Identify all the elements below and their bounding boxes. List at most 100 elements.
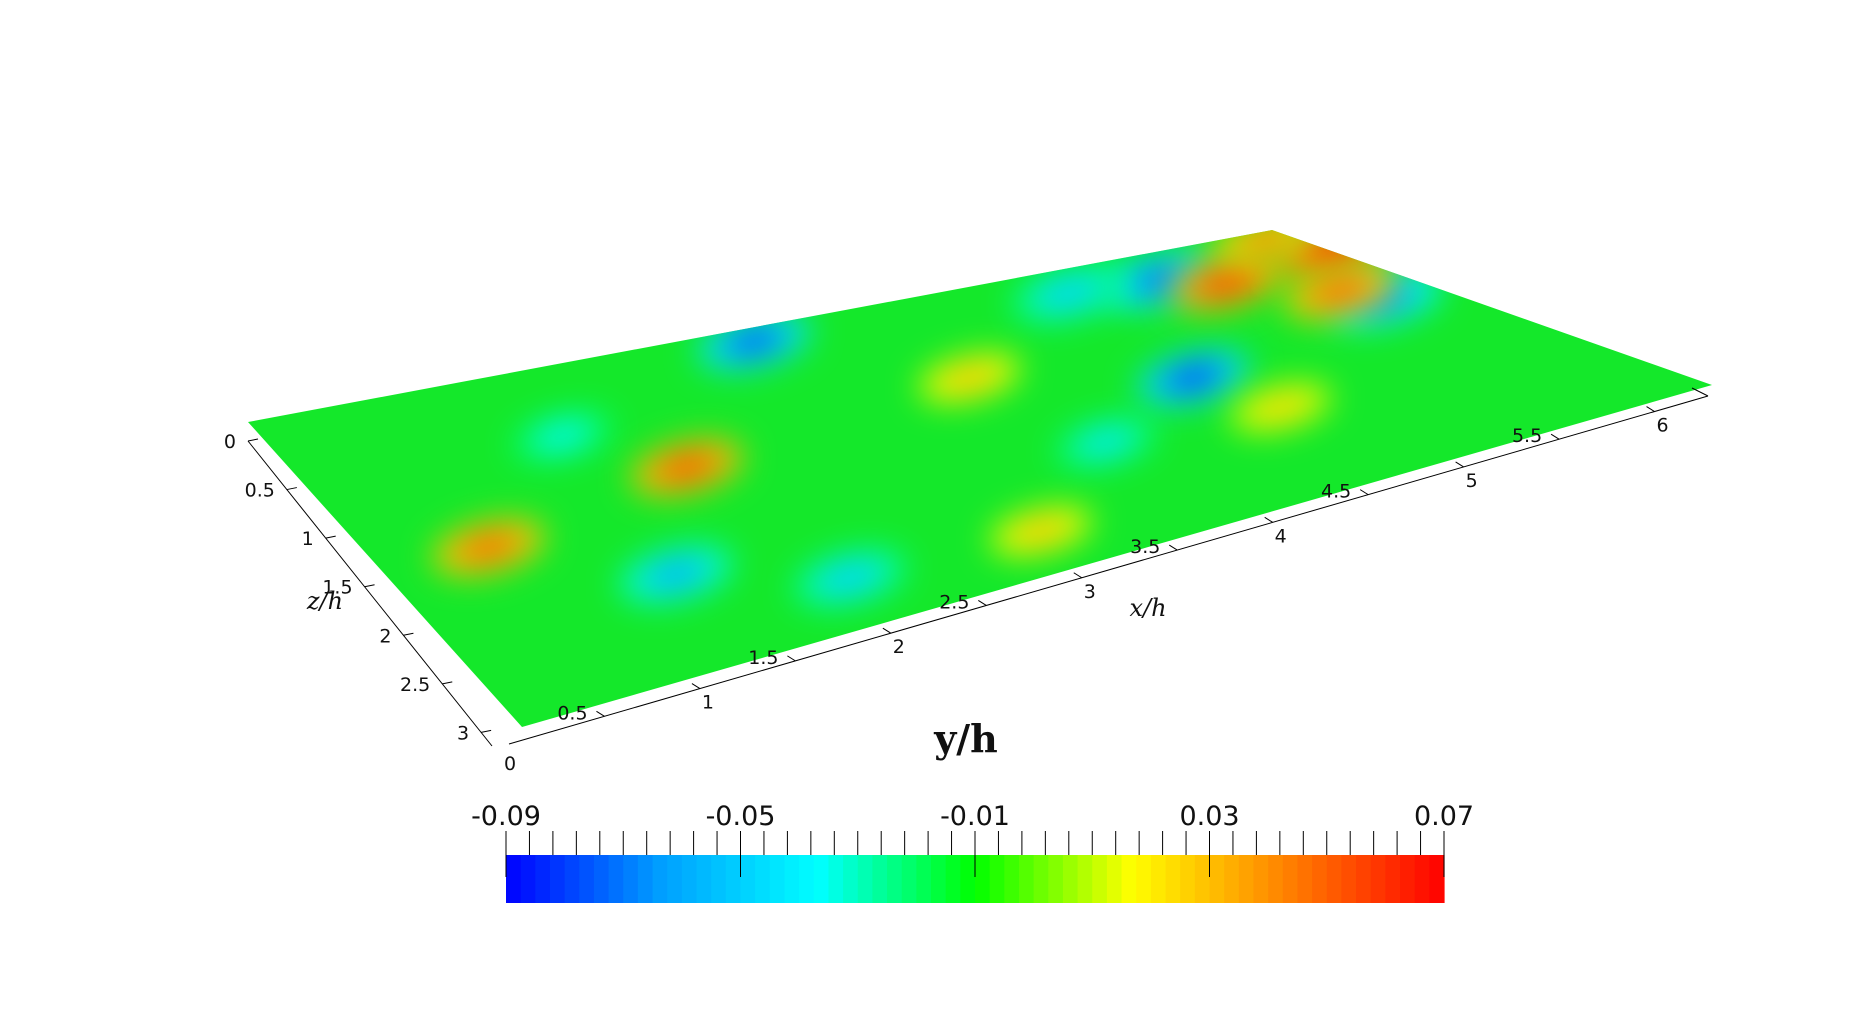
colorbar-cell	[1048, 855, 1064, 903]
z-axis-title: z/h	[306, 587, 343, 615]
field-blob	[1283, 262, 1397, 321]
x-tick	[787, 655, 796, 662]
colorbar-cell	[755, 855, 771, 903]
colorbar-cell	[1165, 855, 1181, 903]
colorbar-cell	[520, 855, 536, 903]
z-tick	[364, 584, 375, 588]
x-tick-label: 6	[1656, 415, 1668, 437]
colorbar-cell	[725, 855, 742, 903]
x-tick	[882, 627, 892, 634]
x-tick-label: 4	[1275, 525, 1287, 547]
colorbar-cell	[989, 855, 1005, 903]
x-tick-label: 1	[702, 692, 714, 714]
x-tick	[1455, 461, 1464, 468]
x-tick-label: 0.5	[557, 702, 587, 724]
colorbar-gradient	[506, 855, 1445, 903]
field-blob	[990, 506, 1092, 556]
colorbar-cell	[857, 855, 874, 903]
colorbar-cell	[945, 855, 961, 903]
colorbar-cell	[1106, 855, 1123, 903]
colorbar-cell	[711, 855, 727, 903]
colorbar-cell	[769, 855, 786, 903]
colorbar-cell	[1429, 855, 1445, 903]
colorbar-cell	[1370, 855, 1386, 903]
z-tick-label: 1.5	[322, 577, 352, 599]
x-tick-label: 3	[1084, 581, 1096, 603]
colorbar-cell	[901, 855, 917, 903]
field-blob	[511, 411, 614, 461]
colorbar-tick-label: 0.03	[1179, 801, 1239, 832]
colorbar-cell	[872, 855, 888, 903]
colorbar-cell	[1414, 855, 1430, 903]
colorbar-cell	[1385, 855, 1401, 903]
x-tick	[1073, 572, 1083, 579]
x-tick-label: 3.5	[1130, 536, 1160, 558]
colorbar-cell	[828, 855, 844, 903]
colorbar-tick-label: 0.07	[1414, 801, 1474, 832]
colorbar-cell	[667, 855, 683, 903]
colorbar-cell	[652, 855, 668, 903]
colorbar-cell	[740, 855, 756, 903]
z-tick-label: 0	[224, 431, 236, 453]
colorbar-cell	[1092, 855, 1108, 903]
field-blob	[1170, 253, 1284, 312]
colorbar-cell	[1356, 855, 1372, 903]
z-tick	[325, 535, 336, 539]
colorbar-cell	[1224, 855, 1240, 903]
x-origin-label: 0	[504, 753, 516, 775]
x-tick	[596, 710, 605, 717]
colorbar-cell	[1150, 855, 1167, 903]
field-blob	[918, 353, 1021, 403]
field-blob	[432, 518, 546, 577]
z-tick-label: 1	[302, 528, 314, 550]
colorbar-cell	[506, 855, 522, 903]
colorbar-cell	[1400, 855, 1416, 903]
colorbar-ticks: -0.09 -0.05 -0.01 0.03 0.07	[471, 801, 1474, 877]
field-blob	[1136, 348, 1250, 407]
colorbar-cell	[1121, 855, 1137, 903]
colorbar-cell	[1033, 855, 1049, 903]
field-blob	[1055, 417, 1157, 468]
colorbar-cell	[696, 855, 712, 903]
x-tick	[1359, 489, 1369, 496]
x-tick	[1550, 433, 1560, 440]
colorbar-cell	[608, 855, 624, 903]
field-blob	[619, 545, 733, 604]
colorbar-cell	[813, 855, 830, 903]
field-blob	[630, 438, 744, 497]
colorbar-cell	[931, 855, 947, 903]
x-tick	[1168, 544, 1178, 551]
colorbar-tick-label: -0.09	[471, 801, 541, 832]
x-tick-label: 1.5	[748, 647, 778, 669]
colorbar-cell	[1268, 855, 1284, 903]
colorbar-cell	[535, 855, 551, 903]
x-tick-label: 2	[893, 636, 905, 658]
z-axis-line	[247, 440, 493, 747]
colorbar-cell	[1253, 855, 1269, 903]
colorbar-cell	[1282, 855, 1299, 903]
surface-field	[432, 230, 1442, 607]
colorbar-cell	[843, 855, 859, 903]
x-tick	[1264, 516, 1273, 523]
z-tick-label: 2	[379, 625, 391, 647]
colorbar-cell	[799, 855, 815, 903]
colorbar-cell	[623, 855, 639, 903]
x-axis: 0 x/h 0.5 1 1.5 2 2.5 3 3.5 4 4.5 5 5.5 6	[504, 387, 1709, 775]
colorbar-cell	[564, 855, 580, 903]
colorbar-cell	[960, 855, 976, 903]
colorbar-cell	[916, 855, 932, 903]
colorbar-cell	[593, 855, 610, 903]
colorbar-cell	[975, 855, 991, 903]
colorbar-cell	[1194, 855, 1211, 903]
colorbar: y/h -0.09 -0.05 -0.01 0.03 0.07	[471, 716, 1474, 903]
colorbar-cell	[1136, 855, 1152, 903]
colorbar-cell	[637, 855, 654, 903]
z-tick-label: 0.5	[245, 480, 275, 502]
field-blob	[1229, 382, 1332, 432]
x-tick-label: 2.5	[939, 591, 969, 613]
x-tick-label: 5.5	[1512, 425, 1542, 447]
z-tick	[286, 487, 297, 491]
z-tick	[442, 681, 453, 685]
colorbar-cell	[887, 855, 903, 903]
